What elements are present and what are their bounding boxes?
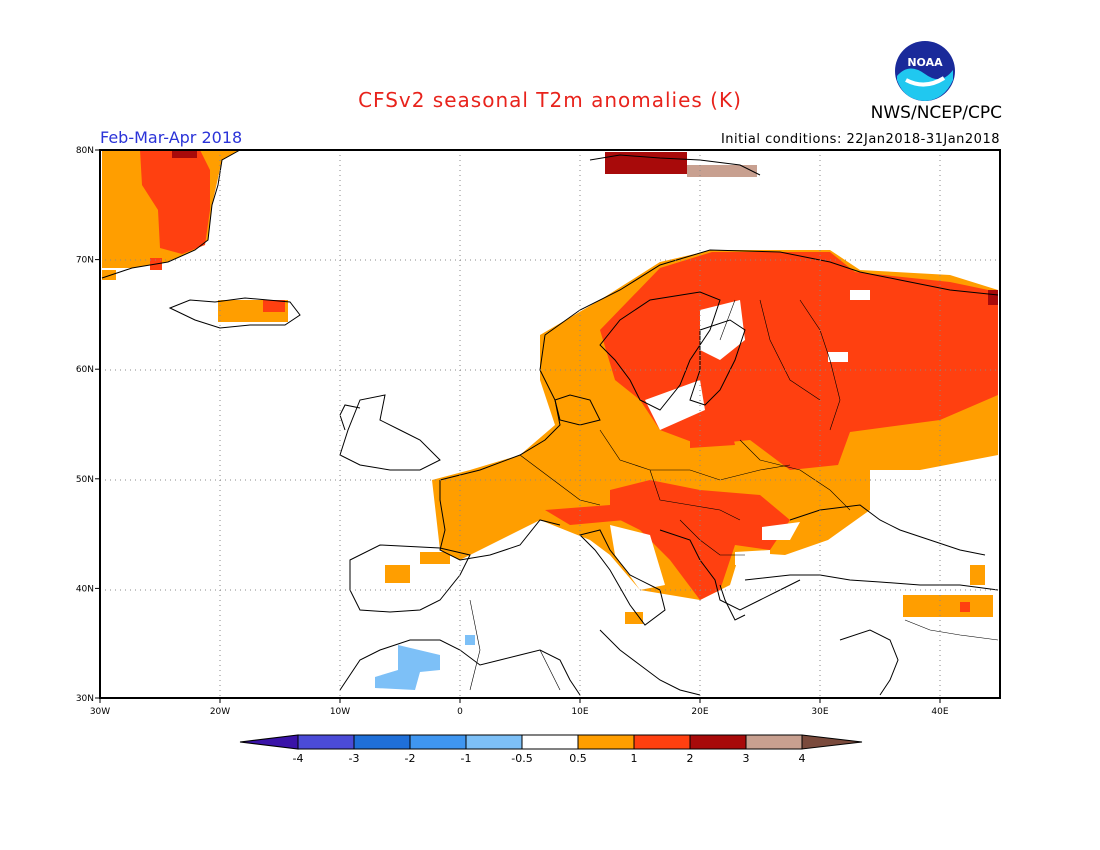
colorbar-segment [689, 734, 747, 750]
initial-conditions: Initial conditions: 22Jan2018-31Jan2018 [720, 132, 1000, 147]
lat-tick-label: 80N [76, 146, 94, 156]
lon-tick-label: 30E [811, 707, 828, 717]
colorbar-label: -0.5 [511, 752, 532, 765]
colorbar-label: 2 [687, 752, 694, 765]
colorbar-label: 4 [799, 752, 806, 765]
colorbar-segment [409, 734, 467, 750]
colorbar-segment [745, 734, 803, 750]
country-borders [469, 299, 999, 691]
colorbar-label: -1 [461, 752, 472, 765]
forecast-period: Feb-Mar-Apr 2018 [100, 128, 243, 147]
lat-tick-label: 50N [76, 475, 94, 485]
lon-tick-label: 20W [210, 707, 230, 717]
colorbar-segment [353, 734, 411, 750]
lon-tick-label: 30W [90, 707, 110, 717]
lat-tick-label: 30N [76, 694, 94, 704]
colorbar-label: -2 [405, 752, 416, 765]
colorbar-segment [297, 734, 355, 750]
colorbar-label: -3 [349, 752, 360, 765]
svg-text:NOAA: NOAA [907, 56, 943, 69]
colorbar-segment [633, 734, 691, 750]
lon-tick-label: 40E [931, 707, 948, 717]
lat-tick-label: 70N [76, 256, 94, 266]
lat-tick-label: 60N [76, 365, 94, 375]
map-title: CFSv2 seasonal T2m anomalies (K) [358, 88, 742, 112]
colorbar-segment [521, 734, 579, 750]
longitude-ticks: 30W 20W 10W 0 10E 20E 30E 40E [90, 698, 949, 717]
latitude-ticks: 30N 40N 50N 60N 70N 80N [76, 146, 100, 704]
agency-label: NWS/NCEP/CPC [870, 103, 1002, 123]
colorbar-label: -4 [293, 752, 304, 765]
colorbar-label: 1 [631, 752, 638, 765]
map-frame [99, 149, 1001, 699]
lon-tick-label: 20E [691, 707, 708, 717]
graticule [100, 150, 1000, 698]
colorbar-label: 0.5 [569, 752, 587, 765]
lon-tick-label: 10E [571, 707, 588, 717]
colorbar-low-arrow [239, 734, 299, 750]
lon-tick-label: 0 [457, 707, 463, 717]
colorbar-segment [577, 734, 635, 750]
lat-tick-label: 40N [76, 584, 94, 594]
noaa-logo-icon: NOAA [895, 41, 955, 101]
colorbar-label: 3 [743, 752, 750, 765]
lon-tick-label: 10W [330, 707, 350, 717]
colorbar-high-arrow [801, 734, 863, 750]
colorbar-segment [465, 734, 523, 750]
